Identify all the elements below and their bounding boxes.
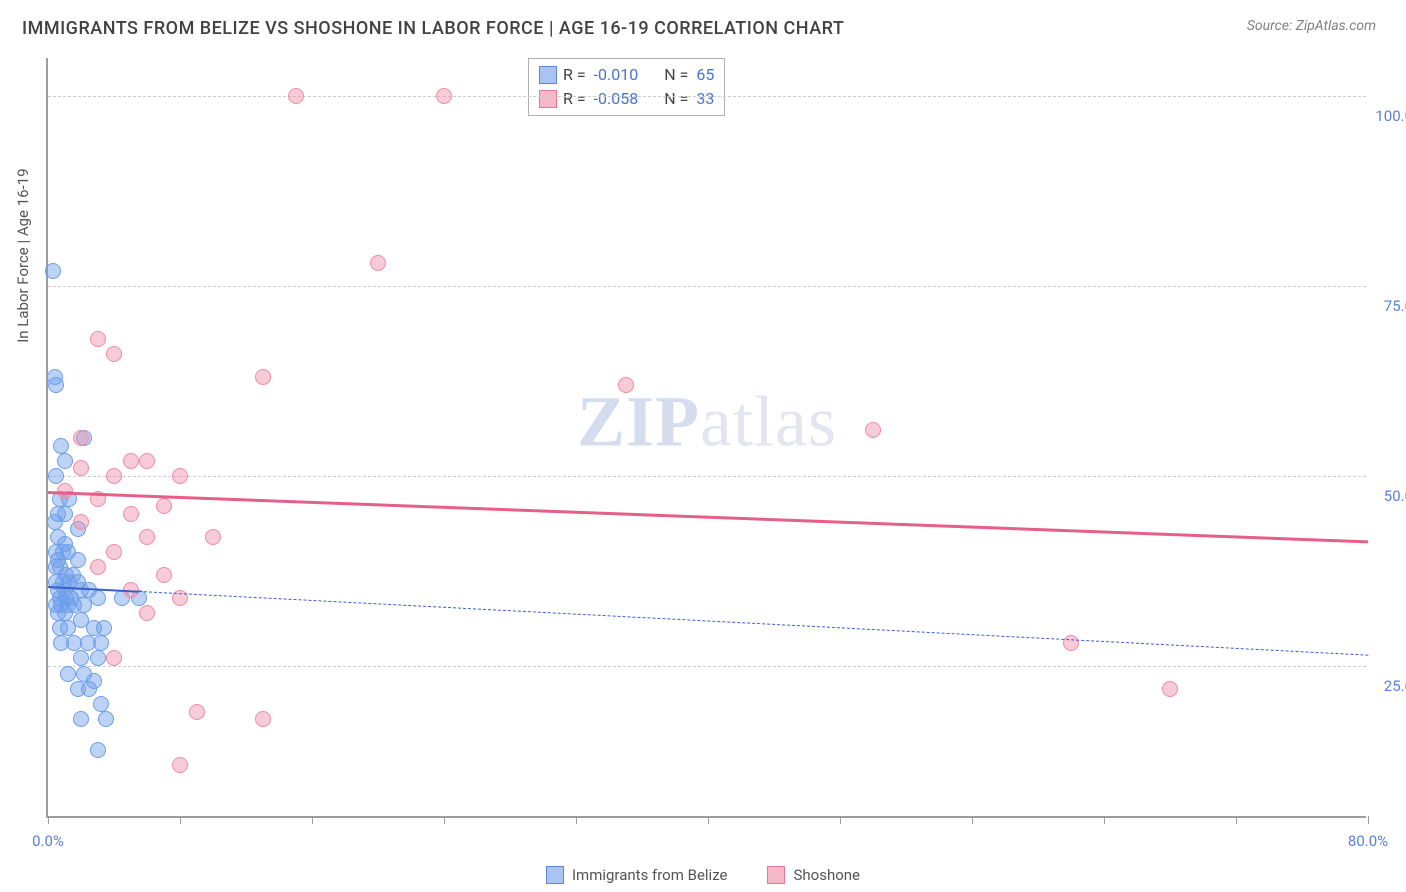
data-point	[93, 696, 109, 712]
legend-swatch	[539, 66, 557, 84]
data-point	[53, 438, 69, 454]
gridline	[48, 476, 1366, 477]
data-point	[96, 620, 112, 636]
x-tick	[444, 816, 445, 824]
data-point	[48, 377, 64, 393]
gridline	[48, 666, 1366, 667]
data-point	[57, 605, 73, 621]
x-tick	[48, 816, 49, 824]
y-tick-label: 50.0%	[1372, 487, 1406, 505]
watermark: ZIPatlas	[577, 380, 837, 463]
x-tick	[1104, 816, 1105, 824]
series-legend: Immigrants from Belize Shoshone	[0, 866, 1406, 884]
data-point	[73, 430, 89, 446]
legend-swatch	[546, 866, 564, 884]
r-label: R =	[563, 87, 586, 111]
gridline	[48, 286, 1366, 287]
legend-label: Shoshone	[793, 866, 860, 884]
stat-row: R = -0.058 N = 33	[539, 87, 714, 111]
data-point	[47, 514, 63, 530]
r-value: -0.010	[594, 63, 639, 87]
data-point	[139, 605, 155, 621]
y-axis-label: In Labor Force | Age 16-19	[14, 168, 32, 342]
x-tick	[1236, 816, 1237, 824]
x-tick	[180, 816, 181, 824]
data-point	[60, 666, 76, 682]
n-value: 33	[696, 87, 714, 111]
data-point	[156, 567, 172, 583]
x-tick	[840, 816, 841, 824]
data-point	[57, 453, 73, 469]
gridline	[48, 96, 1366, 97]
data-point	[98, 711, 114, 727]
stat-row: R = -0.010 N = 65	[539, 63, 714, 87]
data-point	[618, 377, 634, 393]
n-value: 65	[696, 63, 714, 87]
x-tick	[1368, 816, 1369, 824]
x-tick	[972, 816, 973, 824]
data-point	[90, 650, 106, 666]
data-point	[1063, 635, 1079, 651]
r-value: -0.058	[594, 87, 639, 111]
data-point	[70, 552, 86, 568]
y-tick-label: 25.0%	[1372, 677, 1406, 695]
legend-item: Immigrants from Belize	[546, 866, 728, 884]
trend-line	[48, 491, 1368, 543]
y-tick-label: 100.0%	[1372, 107, 1406, 125]
data-point	[48, 468, 64, 484]
data-point	[106, 650, 122, 666]
r-label: R =	[563, 63, 586, 87]
data-point	[76, 597, 92, 613]
data-point	[370, 255, 386, 271]
data-point	[73, 711, 89, 727]
data-point	[73, 460, 89, 476]
data-point	[205, 529, 221, 545]
legend-swatch	[539, 90, 557, 108]
data-point	[288, 88, 304, 104]
legend-swatch	[767, 866, 785, 884]
source-attribution: Source: ZipAtlas.com	[1247, 18, 1376, 34]
legend-item: Shoshone	[767, 866, 860, 884]
data-point	[106, 346, 122, 362]
legend-label: Immigrants from Belize	[572, 866, 728, 884]
x-tick-label: 0.0%	[32, 832, 64, 850]
data-point	[865, 422, 881, 438]
data-point	[106, 544, 122, 560]
correlation-stats-box: R = -0.010 N = 65 R = -0.058 N = 33	[528, 58, 725, 116]
chart-title: IMMIGRANTS FROM BELIZE VS SHOSHONE IN LA…	[22, 18, 844, 39]
data-point	[172, 468, 188, 484]
data-point	[81, 681, 97, 697]
n-label: N =	[664, 87, 688, 111]
data-point	[139, 453, 155, 469]
data-point	[436, 88, 452, 104]
data-point	[90, 742, 106, 758]
y-tick-label: 75.0%	[1372, 297, 1406, 315]
data-point	[73, 514, 89, 530]
data-point	[255, 369, 271, 385]
data-point	[156, 498, 172, 514]
data-point	[123, 453, 139, 469]
data-point	[172, 757, 188, 773]
data-point	[73, 650, 89, 666]
data-point	[93, 635, 109, 651]
trend-line	[139, 591, 1368, 656]
data-point	[139, 529, 155, 545]
data-point	[45, 263, 61, 279]
data-point	[90, 331, 106, 347]
x-tick	[312, 816, 313, 824]
x-tick-label: 80.0%	[1348, 832, 1388, 850]
x-tick	[576, 816, 577, 824]
plot-area: ZIPatlas R =-0.010N =65R =-0.058N =33 25…	[46, 58, 1366, 818]
x-tick	[708, 816, 709, 824]
data-point	[189, 704, 205, 720]
data-point	[106, 468, 122, 484]
data-point	[123, 506, 139, 522]
data-point	[90, 559, 106, 575]
data-point	[1162, 681, 1178, 697]
data-point	[255, 711, 271, 727]
n-label: N =	[664, 63, 688, 87]
data-point	[60, 620, 76, 636]
